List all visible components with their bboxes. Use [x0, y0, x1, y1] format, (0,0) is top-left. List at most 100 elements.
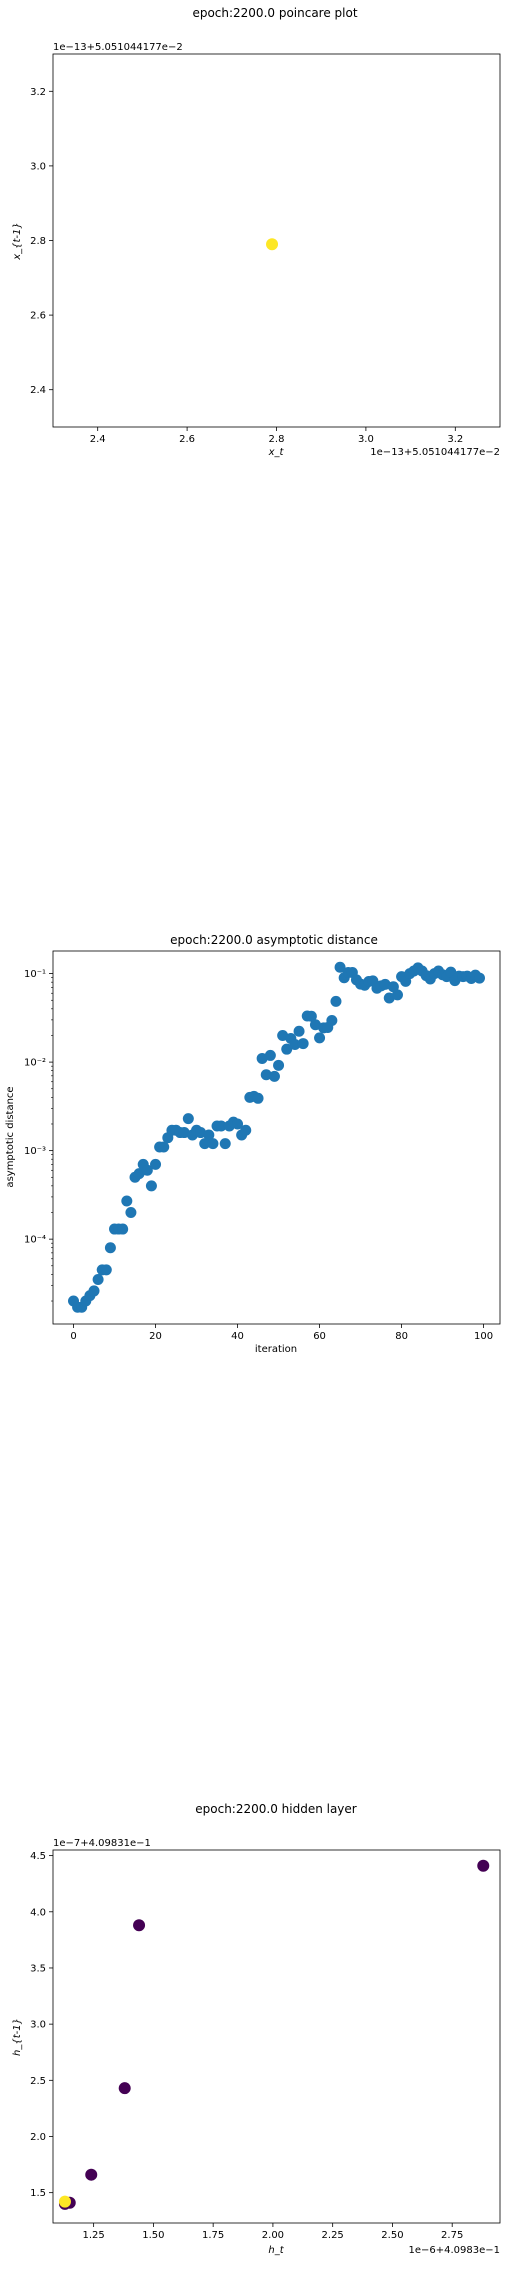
- asymptotic-plot-area: [52, 950, 501, 1325]
- scatter-point: [182, 1113, 194, 1125]
- x-tick-label: 1.25: [83, 2230, 105, 2241]
- poincare-x-offset-text: 1e−13+5.051044177e−2: [370, 447, 500, 458]
- hidden-points: [58, 1859, 490, 2210]
- asymptotic-title: epoch:2200.0 asymptotic distance: [170, 933, 378, 947]
- scatter-point: [289, 1039, 301, 1051]
- scatter-point: [125, 1207, 137, 1219]
- poincare-y-ticks: 2.4 2.6 2.8 3.0 3.2: [30, 87, 53, 396]
- x-tick-label: 2.50: [381, 2230, 403, 2241]
- scatter-point: [141, 1164, 153, 1176]
- x-tick-label: 3.0: [358, 434, 374, 445]
- x-tick-label: 100: [474, 1331, 493, 1342]
- scatter-point: [133, 1919, 146, 1932]
- x-tick-label: 1.75: [202, 2230, 224, 2241]
- asymptotic-x-ticks: 0 20 40 60 80 100: [70, 1324, 493, 1342]
- asymptotic-y-label: asymptotic distance: [5, 1086, 16, 1187]
- scatter-point: [266, 238, 279, 251]
- scatter-point: [92, 1274, 104, 1286]
- scatter-point: [330, 995, 342, 1007]
- scatter-point: [203, 1129, 215, 1141]
- scatter-point: [268, 1070, 280, 1082]
- scatter-point: [293, 1025, 305, 1037]
- scatter-point: [88, 1285, 100, 1297]
- scatter-point: [117, 1223, 129, 1235]
- asymptotic-y-ticks: 10⁻⁴ 10⁻³ 10⁻² 10⁻¹: [24, 969, 53, 1302]
- hidden-title: epoch:2200.0 hidden layer: [195, 1802, 357, 1816]
- x-tick-label: 2.75: [441, 2230, 463, 2241]
- hidden-plot-area: [52, 1849, 501, 2224]
- y-tick-label: 2.4: [30, 385, 46, 396]
- x-tick-label: 2.8: [269, 434, 285, 445]
- scatter-point: [334, 961, 346, 973]
- scatter-point: [473, 972, 485, 984]
- hidden-layer-plot: epoch:2200.0 hidden layer 1e−7+4.09831e−…: [12, 1802, 501, 2256]
- scatter-point: [391, 989, 403, 1001]
- x-tick-label: 3.2: [447, 434, 463, 445]
- x-tick-label: 2.6: [179, 434, 195, 445]
- poincare-y-label: x_{t-1}: [12, 222, 23, 261]
- scatter-point: [297, 1038, 309, 1050]
- y-tick-label: 10⁻¹: [24, 969, 46, 980]
- x-tick-label: 0: [70, 1331, 76, 1342]
- scatter-point: [215, 1120, 227, 1132]
- y-tick-label: 3.2: [30, 87, 46, 98]
- y-tick-label: 2.6: [30, 311, 46, 322]
- scatter-point: [104, 1242, 116, 1254]
- poincare-x-ticks: 2.4 2.6 2.8 3.0 3.2: [90, 427, 463, 445]
- hidden-x-label: h_t: [268, 2245, 284, 2256]
- scatter-point: [305, 1010, 317, 1022]
- hidden-y-label: h_{t-1}: [12, 2018, 23, 2056]
- scatter-point: [281, 1043, 293, 1055]
- y-tick-label: 2.8: [30, 236, 46, 247]
- x-tick-label: 20: [149, 1331, 162, 1342]
- hidden-y-offset-text: 1e−7+4.09831e−1: [53, 1838, 151, 1849]
- scatter-point: [100, 1264, 112, 1276]
- poincare-points: [266, 238, 279, 251]
- scatter-point: [150, 1158, 162, 1170]
- scatter-point: [240, 1124, 252, 1136]
- scatter-point: [326, 1015, 338, 1027]
- x-tick-label: 40: [231, 1331, 244, 1342]
- scatter-point: [445, 966, 457, 978]
- scatter-point: [158, 1141, 170, 1153]
- scatter-point: [232, 1118, 244, 1130]
- x-tick-label: 2.4: [90, 434, 106, 445]
- x-tick-label: 1.50: [142, 2230, 164, 2241]
- scatter-point: [199, 1138, 211, 1150]
- scatter-point: [264, 1049, 276, 1061]
- scatter-point: [207, 1138, 219, 1150]
- scatter-point: [314, 1032, 326, 1044]
- asymptotic-distance-plot: epoch:2200.0 asymptotic distance 0 20 40 60…: [5, 933, 501, 1355]
- poincare-plot: epoch:2200.0 poincare plot 1e−13+5.05104…: [12, 6, 501, 458]
- scatter-point: [260, 1069, 272, 1081]
- hidden-x-ticks: 1.25 1.50 1.75 2.00 2.25 2.50 2.75: [83, 2223, 463, 2241]
- scatter-point: [118, 2082, 131, 2095]
- y-tick-label: 10⁻²: [24, 1058, 46, 1069]
- x-tick-label: 2.25: [322, 2230, 344, 2241]
- scatter-point: [273, 1059, 285, 1071]
- y-tick-label: 10⁻³: [24, 1146, 46, 1157]
- scatter-point: [387, 981, 399, 993]
- y-tick-label: 2.0: [30, 2132, 46, 2143]
- scatter-point: [219, 1138, 231, 1150]
- asymptotic-points: [68, 961, 485, 1313]
- y-tick-label: 3.0: [30, 161, 46, 172]
- scatter-point: [252, 1092, 264, 1104]
- poincare-x-label: x_t: [268, 447, 285, 458]
- x-tick-label: 60: [313, 1331, 326, 1342]
- x-tick-label: 2.00: [262, 2230, 284, 2241]
- poincare-y-offset-text: 1e−13+5.051044177e−2: [53, 42, 183, 53]
- y-tick-label: 4.0: [30, 1907, 46, 1918]
- y-tick-label: 10⁻⁴: [24, 1235, 46, 1246]
- poincare-title: epoch:2200.0 poincare plot: [192, 6, 357, 20]
- asymptotic-x-label: iteration: [255, 1344, 297, 1355]
- y-tick-label: 4.5: [30, 1851, 46, 1862]
- scatter-point: [58, 2195, 71, 2208]
- scatter-point: [85, 2168, 98, 2181]
- hidden-x-offset-text: 1e−6+4.0983e−1: [408, 2245, 500, 2256]
- scatter-point: [145, 1180, 157, 1192]
- x-tick-label: 80: [395, 1331, 408, 1342]
- y-tick-label: 3.0: [30, 2020, 46, 2031]
- y-tick-label: 2.5: [30, 2076, 46, 2087]
